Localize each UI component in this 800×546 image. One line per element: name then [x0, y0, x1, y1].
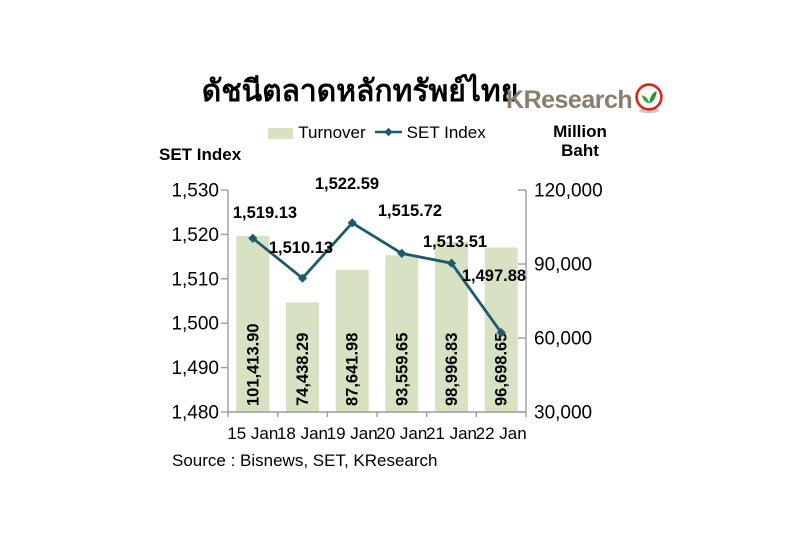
turnover-bar	[385, 255, 419, 412]
turnover-bar-value: 96,698.65	[493, 333, 511, 406]
turnover-bar	[484, 247, 518, 412]
legend-item-turnover: Turnover	[268, 123, 366, 143]
turnover-swatch-icon	[268, 127, 294, 139]
x-axis-label: 19 Jan	[327, 424, 378, 443]
set-index-point-label: 1,513.51	[423, 233, 487, 251]
set-index-point-label: 1,519.13	[233, 204, 297, 222]
turnover-bar-value: 87,641.98	[344, 333, 362, 406]
left-axis-tick-label: 1,530	[171, 181, 219, 202]
turnover-bar-value: 74,438.29	[294, 333, 312, 406]
turnover-bar-value: 98,996.83	[443, 333, 461, 406]
left-axis-title: SET Index	[159, 145, 242, 164]
turnover-bar	[236, 235, 270, 412]
kresearch-logo-k: K	[506, 86, 524, 114]
legend-item-set-index: SET Index	[374, 123, 486, 143]
x-axis-label: 20 Jan	[376, 424, 427, 443]
chart-title: ดัชนีตลาดหลักทรัพย์ไทย	[201, 75, 519, 108]
set-index-point-label: 1,522.59	[315, 175, 379, 193]
set-index-line-icon	[374, 123, 402, 143]
turnover-bar	[335, 269, 369, 412]
kresearch-logo-icon	[634, 82, 664, 119]
left-axis-tick-label: 1,480	[171, 403, 219, 424]
left-axis-tick-label: 1,520	[171, 225, 219, 246]
set-index-line	[251, 221, 503, 334]
set-index-marker	[397, 248, 407, 258]
left-axis-tick-label: 1,510	[171, 269, 219, 290]
right-axis-title: Million Baht	[553, 122, 607, 160]
left-axis-tick-label: 1,490	[171, 358, 219, 379]
turnover-bar-value: 101,413.90	[244, 323, 262, 406]
set-index-marker	[446, 258, 457, 268]
set-index-marker	[496, 328, 506, 338]
x-axis-label: 15 Jan	[227, 424, 278, 443]
turnover-bar	[286, 302, 319, 412]
chart-legend: Turnover SET Index	[228, 123, 526, 143]
right-axis-tick-label: 30,000	[534, 403, 592, 424]
set-index-marker	[347, 218, 357, 228]
x-axis-label: 18 Jan	[277, 424, 328, 443]
x-axis-label: 21 Jan	[426, 424, 477, 443]
legend-label-set-index: SET Index	[406, 123, 486, 142]
right-axis-tick-label: 120,000	[534, 181, 603, 202]
right-axis-tick-label: 60,000	[534, 329, 592, 350]
source-note: Source : Bisnews, SET, KResearch	[172, 451, 438, 470]
set-index-marker	[248, 233, 258, 243]
set-index-marker	[297, 273, 308, 283]
axis-lines	[227, 190, 527, 413]
x-axis-label: 22 Jan	[476, 424, 527, 443]
kresearch-logo-text: KResearch	[506, 86, 633, 115]
set-index-point-label: 1,515.72	[378, 202, 442, 220]
turnover-bar	[435, 241, 468, 412]
set-index-point-label: 1,510.13	[269, 239, 333, 257]
left-axis-tick-label: 1,500	[171, 314, 219, 335]
legend-label-turnover: Turnover	[298, 123, 366, 142]
kresearch-logo-rest: Research	[523, 86, 633, 114]
set-index-point-label: 1,497.88	[462, 267, 526, 285]
kresearch-logo: KResearch	[506, 82, 664, 119]
right-axis-tick-label: 90,000	[534, 255, 592, 276]
turnover-bar-value: 93,559.65	[393, 333, 411, 406]
